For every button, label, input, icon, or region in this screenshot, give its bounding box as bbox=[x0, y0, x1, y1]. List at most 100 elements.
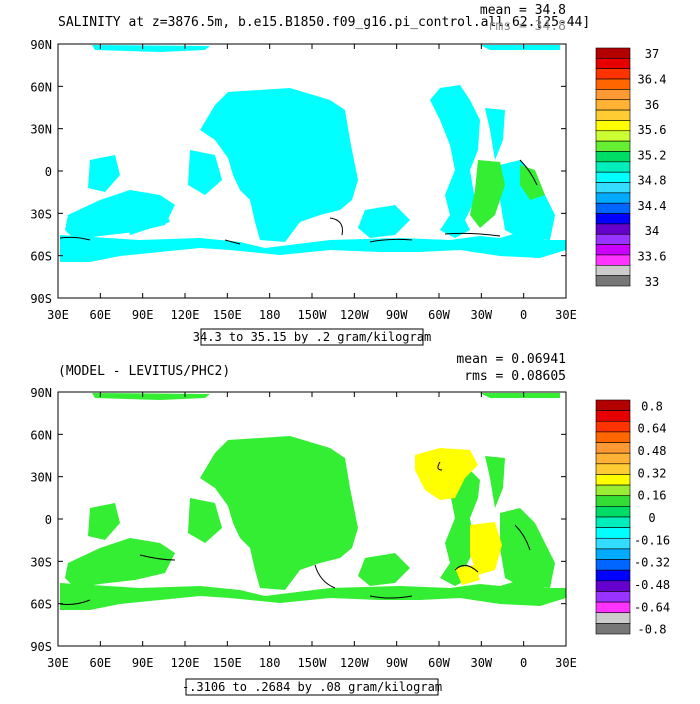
bottom-colorbar-swatch bbox=[595, 474, 631, 486]
bottom-lon-label: 60W bbox=[428, 656, 450, 670]
top-colorbar-label: 37 bbox=[645, 47, 659, 61]
top-lat-axis: 90N 60N 30N 0 30S 60S 90S bbox=[30, 38, 566, 306]
bottom-colorbar-swatch bbox=[595, 591, 631, 603]
bottom-lon-label: 150W bbox=[298, 656, 328, 670]
bottom-colorbar-swatch bbox=[595, 623, 631, 635]
top-colorbar-swatch bbox=[595, 192, 631, 204]
top-lon-axis: 30E 60E 90E 120E 150E 180 150W 120W 90W 60W 30W 0 30… bbox=[47, 44, 577, 322]
bottom-lon-label: 30E bbox=[555, 656, 577, 670]
top-colorbar-swatch bbox=[595, 99, 631, 111]
top-colorbar-swatch bbox=[595, 213, 631, 225]
top-lat-label: 60N bbox=[30, 80, 52, 94]
top-lon-label: 30E bbox=[47, 308, 69, 322]
top-colorbar-label: 33.6 bbox=[638, 250, 667, 264]
bottom-field-yellow bbox=[415, 448, 502, 585]
bottom-colorbar-label: 0 bbox=[648, 511, 655, 525]
top-field bbox=[60, 45, 566, 262]
top-colorbar-swatch bbox=[595, 265, 631, 276]
bottom-lat-label: 30S bbox=[30, 555, 52, 569]
top-lon-label: 60W bbox=[428, 308, 450, 322]
bottom-lon-label: 30E bbox=[47, 656, 69, 670]
bottom-colorbar-swatch bbox=[595, 431, 631, 443]
top-rms: rms = 34.8 bbox=[488, 19, 566, 34]
bottom-colorbar-swatch bbox=[595, 601, 631, 614]
top-mean: mean = 34.8 bbox=[480, 3, 566, 18]
top-colorbar-swatch bbox=[595, 151, 631, 163]
bottom-colorbar-swatch bbox=[595, 559, 631, 571]
top-lon-label: 150E bbox=[213, 308, 242, 322]
top-colorbar-swatch bbox=[595, 109, 631, 121]
bottom-contour-info: -.3106 to .2684 by .08 gram/kilogram bbox=[182, 680, 442, 694]
bottom-lon-label: 90E bbox=[132, 656, 154, 670]
bottom-colorbar-swatch bbox=[595, 537, 631, 550]
top-colorbar-label: 34.4 bbox=[638, 199, 667, 213]
bottom-lon-label: 30W bbox=[470, 656, 492, 670]
bottom-panel: (MODEL - LEVITUS/PHC2) mean = 0.06941 rm… bbox=[30, 352, 670, 696]
bottom-colorbar-swatch bbox=[595, 452, 631, 465]
bottom-lon-label: 180 bbox=[259, 656, 281, 670]
top-contours bbox=[59, 159, 538, 245]
bottom-lon-label: 120W bbox=[340, 656, 370, 670]
top-lon-label: 90W bbox=[386, 308, 408, 322]
top-colorbar-label: 33 bbox=[645, 275, 659, 289]
bottom-title: (MODEL - LEVITUS/PHC2) bbox=[58, 364, 230, 379]
top-colorbar-swatch bbox=[595, 120, 631, 132]
bottom-lat-label: 0 bbox=[45, 513, 52, 527]
top-colorbar-label: 34.8 bbox=[638, 174, 667, 188]
top-colorbar-swatch bbox=[595, 254, 631, 266]
bottom-field-green bbox=[60, 393, 566, 610]
top-lon-label: 60E bbox=[89, 308, 111, 322]
bottom-colorbar-label: -0.32 bbox=[634, 556, 670, 570]
top-info-box bbox=[200, 328, 424, 346]
bottom-colorbar-label: 0.16 bbox=[638, 489, 667, 503]
bottom-colorbar-label: -0.16 bbox=[634, 533, 670, 547]
bottom-colorbar-swatch bbox=[595, 495, 631, 507]
bottom-lon-label: 150E bbox=[213, 656, 242, 670]
bottom-lat-label: 60S bbox=[30, 598, 52, 612]
bottom-lat-axis: 90N 60N 30N 0 30S 60S 90S bbox=[30, 386, 566, 654]
top-colorbar-swatch bbox=[595, 78, 631, 90]
bottom-lon-label: 60E bbox=[89, 656, 111, 670]
bottom-colorbar-label: -0.64 bbox=[634, 600, 670, 614]
top-lat-label: 90S bbox=[30, 292, 52, 306]
bottom-colorbar-label: 0.32 bbox=[638, 466, 667, 480]
bottom-colorbar-label: 0.48 bbox=[638, 444, 667, 458]
top-colorbar-swatch bbox=[595, 171, 631, 183]
bottom-lon-label: 90W bbox=[386, 656, 408, 670]
bottom-lat-label: 90N bbox=[30, 386, 52, 400]
bottom-colorbar-label: -0.48 bbox=[634, 578, 670, 592]
bottom-colorbar-swatch bbox=[595, 410, 631, 422]
bottom-lon-axis: 30E 60E 90E 120E 150E 180 150W 120W 90W 60W 30W 0 30… bbox=[47, 392, 577, 670]
bottom-info-box bbox=[185, 678, 439, 696]
bottom-colorbar-swatch bbox=[595, 612, 631, 624]
top-colorbar-swatch bbox=[595, 202, 631, 214]
bottom-lat-label: 30N bbox=[30, 471, 52, 485]
top-lon-label: 120W bbox=[340, 308, 370, 322]
top-lat-label: 60S bbox=[30, 250, 52, 264]
top-lon-label: 30W bbox=[470, 308, 492, 322]
top-colorbar-swatch bbox=[595, 244, 631, 256]
top-colorbar-swatch bbox=[595, 68, 631, 80]
bottom-rms: rms = 0.08605 bbox=[464, 369, 566, 384]
bottom-contours bbox=[59, 461, 531, 605]
top-colorbar-swatch bbox=[595, 130, 631, 142]
bottom-colorbar-swatch bbox=[595, 548, 631, 560]
top-colorbar: 37 36.4 36 35.6 35.2 34.8 34.4 34 33.6 33 bbox=[595, 47, 667, 289]
top-colorbar-label: 36.4 bbox=[638, 72, 667, 86]
top-colorbar-swatch bbox=[595, 47, 631, 59]
bottom-colorbar-label: -0.8 bbox=[638, 623, 667, 637]
bottom-colorbar-label: 0.64 bbox=[638, 422, 667, 436]
top-lon-label: 0 bbox=[520, 308, 527, 322]
top-colorbar-swatch bbox=[595, 89, 631, 101]
top-colorbar-label: 36 bbox=[645, 98, 659, 112]
top-lon-label: 90E bbox=[132, 308, 154, 322]
bottom-colorbar-swatch bbox=[595, 442, 631, 454]
bottom-colorbar-swatch bbox=[595, 484, 631, 497]
bottom-map bbox=[57, 391, 567, 647]
top-contour-info: 34.3 to 35.15 by .2 gram/kilogram bbox=[193, 330, 431, 344]
bottom-colorbar-swatch bbox=[595, 580, 631, 592]
bottom-colorbar: 0.8 0.64 0.48 0.32 0.16 0 -0.16 -0.32 -0.48 -0.64… bbox=[595, 399, 670, 637]
top-colorbar-label: 35.6 bbox=[638, 123, 667, 137]
top-colorbar-swatch bbox=[595, 161, 631, 173]
